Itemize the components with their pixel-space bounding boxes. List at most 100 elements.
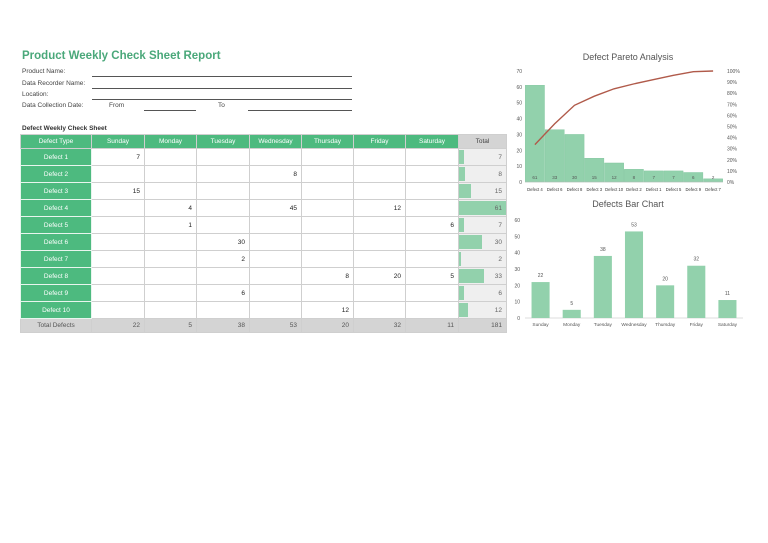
count-cell[interactable] [196,267,250,285]
total-cell: 15 [458,182,507,200]
count-cell[interactable] [405,165,459,183]
count-cell[interactable] [353,250,406,268]
count-cell[interactable] [91,301,145,319]
count-cell[interactable] [405,250,459,268]
count-cell[interactable] [196,148,250,166]
defect-type-cell: Defect 5 [20,216,92,234]
data-recorder-field[interactable] [92,88,352,89]
count-cell[interactable]: 2 [196,250,250,268]
count-cell[interactable]: 4 [144,199,197,217]
total-value: 2 [498,255,502,263]
count-cell[interactable]: 6 [405,216,459,234]
count-cell[interactable] [353,233,406,251]
defects-bar-chart: 0 10 20 30 40 50 60 22 Sunday 5 Monday 38 Tuesday 53 W… [514,218,743,328]
y2-tick-label: 90% [727,80,738,86]
total-cell: 30 [458,233,507,251]
count-cell[interactable] [405,233,459,251]
count-cell[interactable] [301,233,354,251]
y-tick-label: 10 [514,300,520,306]
count-cell[interactable] [405,199,459,217]
total-defects-value: 20 [301,318,354,333]
count-cell[interactable]: 45 [249,199,302,217]
count-cell[interactable] [301,165,354,183]
count-cell[interactable] [196,182,250,200]
count-cell[interactable] [353,165,406,183]
count-cell[interactable] [249,284,302,302]
count-cell[interactable] [301,182,354,200]
count-cell[interactable]: 30 [196,233,250,251]
count-cell[interactable] [249,182,302,200]
column-header: Thursday [301,134,354,149]
count-cell[interactable] [144,267,197,285]
count-cell[interactable] [91,233,145,251]
count-cell[interactable] [91,199,145,217]
count-cell[interactable] [249,216,302,234]
bar-data-label: 61 [532,175,538,180]
count-cell[interactable] [196,216,250,234]
count-cell[interactable] [405,182,459,200]
count-cell[interactable] [249,148,302,166]
count-cell[interactable] [301,250,354,268]
count-cell[interactable] [301,199,354,217]
count-cell[interactable] [301,148,354,166]
column-header: Defect Type [20,134,92,149]
count-cell[interactable] [144,301,197,319]
total-value: 30 [494,238,502,246]
count-cell[interactable] [144,182,197,200]
count-cell[interactable] [91,250,145,268]
bar-data-label: 8 [633,175,636,180]
table-row: Defect 6 30 30 [20,233,507,251]
count-cell[interactable] [405,301,459,319]
count-cell[interactable] [144,148,197,166]
count-cell[interactable] [301,216,354,234]
count-cell[interactable]: 20 [353,267,406,285]
count-cell[interactable] [196,165,250,183]
count-cell[interactable] [353,216,406,234]
to-label: To [218,102,225,109]
count-cell[interactable] [405,148,459,166]
count-cell[interactable] [144,233,197,251]
total-cell: 2 [458,250,507,268]
to-date-field[interactable] [248,110,352,111]
from-date-field[interactable] [144,110,196,111]
count-cell[interactable] [353,284,406,302]
count-cell[interactable]: 12 [353,199,406,217]
location-field[interactable] [92,99,352,100]
cumulative-percent-line [534,70,714,146]
count-cell[interactable]: 1 [144,216,197,234]
defect-type-cell: Defect 9 [20,284,92,302]
count-cell[interactable] [91,284,145,302]
count-cell[interactable] [301,284,354,302]
total-cell: 12 [458,301,507,319]
count-cell[interactable] [405,284,459,302]
count-cell[interactable] [249,250,302,268]
total-value: 7 [498,221,502,229]
count-cell[interactable]: 5 [405,267,459,285]
count-cell[interactable]: 7 [91,148,145,166]
bar-data-label: 32 [694,257,700,263]
count-cell[interactable] [249,233,302,251]
count-cell[interactable]: 8 [249,165,302,183]
count-cell[interactable] [353,301,406,319]
count-cell[interactable] [91,267,145,285]
count-cell[interactable] [144,284,197,302]
count-cell[interactable]: 15 [91,182,145,200]
count-cell[interactable] [353,148,406,166]
count-cell[interactable]: 6 [196,284,250,302]
table-row: Defect 8 8 20 5 33 [20,267,507,285]
count-cell[interactable] [249,301,302,319]
count-cell[interactable]: 8 [301,267,354,285]
count-cell[interactable] [196,199,250,217]
count-cell[interactable] [91,165,145,183]
product-name-field[interactable] [92,76,352,77]
x-tick-label: Saturday [718,322,738,328]
count-cell[interactable] [144,165,197,183]
count-cell[interactable] [91,216,145,234]
day-bar [562,309,581,318]
count-cell[interactable] [249,267,302,285]
count-cell[interactable]: 12 [301,301,354,319]
count-cell[interactable] [196,301,250,319]
y-tick-label: 10 [516,164,522,170]
count-cell[interactable] [353,182,406,200]
count-cell[interactable] [144,250,197,268]
